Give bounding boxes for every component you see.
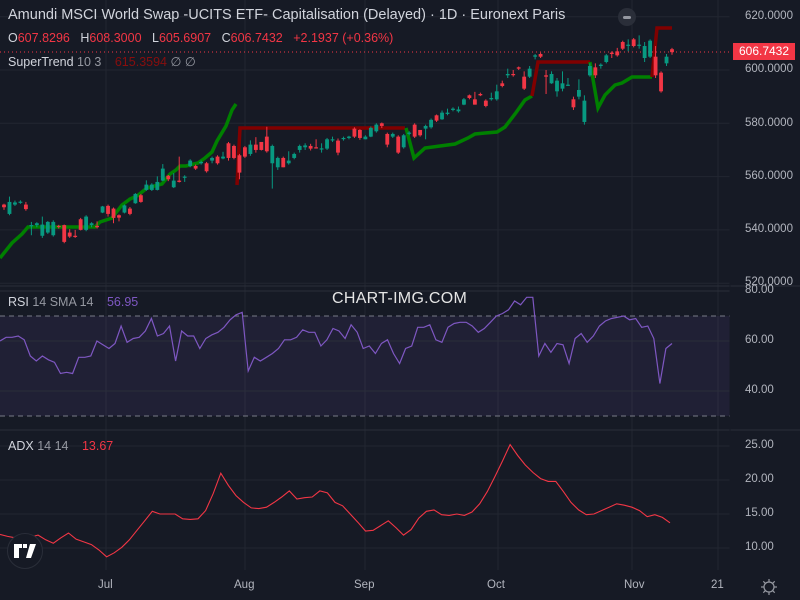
supertrend-name: SuperTrend bbox=[8, 55, 74, 69]
last-price-tag: 606.7432 bbox=[733, 43, 795, 60]
high-value: 608.3000 bbox=[89, 31, 142, 45]
high-label: H bbox=[80, 31, 90, 45]
adx-value: 13.67 bbox=[81, 439, 114, 453]
adx-axis-label: 10.00 bbox=[745, 541, 774, 553]
supertrend-value: 615.3594 bbox=[114, 55, 167, 69]
time-axis-label: Nov bbox=[624, 579, 645, 591]
rsi-name: RSI bbox=[8, 295, 29, 309]
open-value: 607.8296 bbox=[17, 31, 70, 45]
low-value: 605.6907 bbox=[158, 31, 212, 45]
time-axis-label: Sep bbox=[354, 579, 375, 591]
change-value: +2.1937 (+0.36%) bbox=[293, 31, 394, 45]
chart-title: Amundi MSCI World Swap -UCITS ETF- Capit… bbox=[8, 7, 566, 23]
settings-gear-icon[interactable] bbox=[760, 578, 778, 596]
time-axis-label: Jul bbox=[98, 579, 113, 591]
time-axis-label: Oct bbox=[487, 579, 505, 591]
ohlc-legend: O607.8296 H608.3000 L605.6907 C606.7432 … bbox=[8, 31, 400, 45]
tradingview-logo-icon bbox=[14, 544, 36, 558]
time-axis-label: Aug bbox=[234, 579, 255, 591]
rsi-axis-label: 80.00 bbox=[745, 284, 774, 296]
price-axis-label: 560.0000 bbox=[745, 170, 793, 182]
price-axis-label: 620.0000 bbox=[745, 10, 793, 22]
close-label: C bbox=[221, 31, 231, 45]
rsi-value: 56.95 bbox=[106, 295, 139, 309]
close-value: 606.7432 bbox=[230, 31, 283, 45]
price-axis-label: 580.0000 bbox=[745, 117, 793, 129]
rsi-axis-label: 60.00 bbox=[745, 334, 774, 346]
rsi-legend[interactable]: RSI 14 SMA 14 56.95 bbox=[8, 295, 138, 309]
supertrend-params: 10 3 bbox=[77, 55, 102, 69]
adx-legend[interactable]: ADX 14 14 13.67 bbox=[8, 439, 113, 453]
adx-axis-label: 25.00 bbox=[745, 439, 774, 451]
supertrend-empty-2: ∅ bbox=[184, 55, 196, 69]
rsi-params: 14 SMA 14 bbox=[32, 295, 94, 309]
price-axis-label: 540.0000 bbox=[745, 223, 793, 235]
time-axis-label: 21 bbox=[711, 579, 724, 591]
adx-params: 14 14 bbox=[37, 439, 69, 453]
supertrend-empty-1: ∅ bbox=[170, 55, 182, 69]
collapse-legend-button[interactable] bbox=[618, 8, 636, 26]
open-label: O bbox=[8, 31, 18, 45]
rsi-axis-label: 40.00 bbox=[745, 384, 774, 396]
price-axis-label: 520.0000 bbox=[745, 276, 793, 288]
low-label: L bbox=[152, 31, 159, 45]
watermark: CHART-IMG.COM bbox=[332, 290, 468, 307]
price-axis-label: 600.0000 bbox=[745, 63, 793, 75]
adx-axis-label: 15.00 bbox=[745, 507, 774, 519]
adx-name: ADX bbox=[8, 439, 34, 453]
supertrend-legend[interactable]: SuperTrend 10 3 615.3594 ∅ ∅ bbox=[8, 54, 196, 69]
adx-axis-label: 20.00 bbox=[745, 473, 774, 485]
tradingview-logo[interactable] bbox=[7, 533, 43, 569]
